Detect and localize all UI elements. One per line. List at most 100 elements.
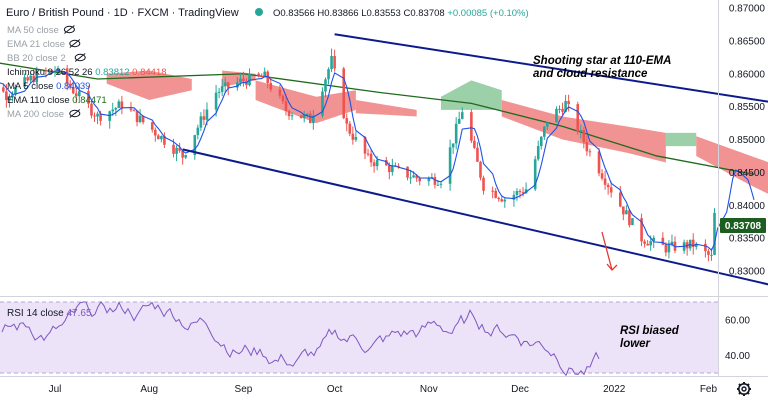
- candle-body: [135, 110, 139, 123]
- candle-body: [433, 177, 437, 185]
- candle-body: [646, 243, 649, 246]
- last-price-label: 0.83708: [725, 221, 762, 232]
- candle-body: [56, 68, 60, 72]
- candle-body: [500, 199, 504, 202]
- candle-body: [153, 129, 157, 136]
- candle-body: [640, 218, 643, 242]
- candle-body: [384, 160, 388, 166]
- candle-body: [491, 190, 494, 192]
- candle-body: [606, 184, 610, 188]
- candle-body: [217, 91, 221, 93]
- candle-body: [470, 112, 473, 141]
- candle-body: [512, 194, 516, 200]
- price-tick-label: 0.84500: [729, 168, 766, 179]
- candle-body: [539, 136, 543, 147]
- candle-body: [199, 116, 203, 128]
- candle-body: [263, 71, 267, 78]
- candle-body: [460, 112, 464, 119]
- time-tick-label: Dec: [511, 384, 529, 395]
- candle-body: [74, 93, 78, 97]
- candle-body: [652, 237, 656, 242]
- candle-body: [342, 68, 346, 119]
- candle-body: [409, 177, 412, 179]
- candle-body: [223, 82, 227, 87]
- candle-body: [71, 87, 75, 94]
- candle-body: [497, 197, 501, 200]
- candle-body: [649, 241, 652, 246]
- rsi-band: [0, 302, 718, 373]
- price-axis[interactable]: 0.87000 0.86500 0.86000 0.85500 0.85000 0.845…: [729, 4, 766, 278]
- candle-body: [546, 122, 549, 127]
- price-down-arrow: [601, 231, 618, 271]
- candle-body: [53, 71, 57, 73]
- candle-body: [561, 108, 564, 112]
- candle-body: [625, 210, 628, 215]
- candle-body: [44, 70, 48, 72]
- candle-body: [157, 135, 160, 140]
- eye-off-icon: [69, 39, 81, 48]
- candle-body: [287, 110, 291, 117]
- candle-body: [479, 161, 482, 178]
- candle-body: [196, 127, 200, 136]
- candle-body: [710, 254, 713, 256]
- candle-body: [427, 178, 431, 182]
- gear-icon[interactable]: [737, 382, 751, 396]
- candle-body: [363, 137, 367, 154]
- rsi-axis[interactable]: 60.00 40.00: [725, 315, 750, 362]
- candle-body: [609, 187, 613, 193]
- price-tick-label: 0.86500: [729, 36, 766, 47]
- indicator-legend-item: BB 20 close 2: [7, 53, 66, 64]
- candle-body: [588, 151, 592, 153]
- candle-body: [518, 191, 522, 193]
- candle-body: [47, 70, 51, 72]
- candle-body: [26, 77, 29, 81]
- candle-body: [114, 107, 118, 110]
- ohlc-readout: O0.83566 H0.83866 L0.83553 C0.83708 +0.0…: [273, 8, 529, 19]
- candle-body: [163, 136, 166, 145]
- candle-body: [579, 129, 583, 132]
- candle-body: [239, 78, 242, 83]
- candle-body: [412, 175, 415, 178]
- cloud-segment: [355, 100, 417, 117]
- candle-body: [567, 100, 570, 105]
- candle-body: [50, 70, 54, 72]
- ema-110-line: [0, 62, 755, 175]
- candle-body: [582, 129, 586, 143]
- candle-body: [451, 143, 455, 148]
- ma-5-line: [0, 70, 755, 252]
- candle-body: [366, 153, 370, 155]
- candle-body: [321, 91, 324, 116]
- candle-body: [597, 151, 601, 174]
- indicator-legend-item: MA 5 close 0.84039: [7, 81, 90, 92]
- last-price-tag: 0.83708: [720, 218, 766, 233]
- candles: [2, 48, 716, 262]
- candle-body: [129, 108, 133, 111]
- candle-body: [260, 75, 263, 78]
- candle-body: [521, 192, 525, 194]
- candle-body: [670, 241, 674, 245]
- candle-body: [226, 82, 230, 88]
- candle-body: [193, 135, 197, 156]
- candle-body: [622, 206, 625, 215]
- time-tick-label: Feb: [700, 384, 718, 395]
- cloud-segment: [665, 132, 697, 147]
- indicator-legend-item: Ichimoku 9 26 52 26 0.83812 0.84418: [7, 67, 167, 78]
- indicator-legend-item: MA 200 close: [7, 109, 64, 120]
- candle-body: [111, 109, 115, 112]
- candle-body: [5, 91, 8, 101]
- candle-body: [345, 118, 349, 124]
- time-tick-label: Nov: [420, 384, 438, 395]
- candle-body: [348, 123, 352, 134]
- candle-body: [397, 165, 400, 167]
- rsi-panel: [0, 301, 718, 377]
- candle-body: [543, 126, 546, 137]
- candle-body: [281, 95, 285, 102]
- market-status-dot: [255, 8, 263, 16]
- candle-body: [14, 86, 17, 95]
- candle-body: [205, 109, 209, 120]
- candle-body: [667, 244, 671, 253]
- price-tick-label: 0.83500: [729, 234, 766, 245]
- time-axis[interactable]: JulAugSepOctNovDec2022FebMarApr: [49, 384, 768, 395]
- candle-body: [290, 115, 294, 117]
